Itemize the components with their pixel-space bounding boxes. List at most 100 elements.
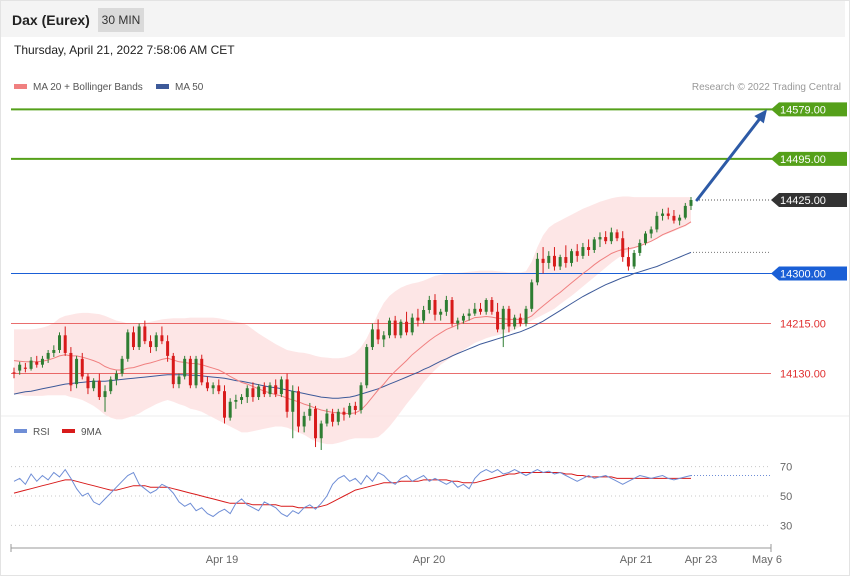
candle-body: [211, 385, 215, 389]
candle-body: [461, 315, 465, 321]
candle: [274, 379, 278, 398]
candle: [558, 254, 562, 270]
candle-body: [541, 258, 545, 263]
candle-body: [422, 310, 426, 321]
rsi-panel: RSI 9MA 70 50 30: [11, 427, 792, 532]
candle-body: [444, 300, 448, 312]
candle-body: [274, 385, 278, 395]
candle: [86, 373, 90, 395]
candle: [171, 352, 175, 389]
candle: [314, 405, 318, 448]
candle-body: [126, 332, 130, 359]
candle-body: [314, 408, 318, 439]
candle-body: [581, 247, 585, 256]
level-current-2-tag: [771, 193, 847, 207]
candlesticks: [12, 197, 693, 450]
candle-body: [490, 300, 494, 312]
x-tick-label: Apr 23: [685, 554, 717, 566]
candle-body: [370, 329, 374, 348]
candle-body: [40, 358, 44, 365]
candle: [410, 313, 414, 336]
ma50-legend-swatch: [156, 84, 169, 89]
candle-body: [604, 237, 608, 242]
candle-body: [575, 251, 579, 256]
candle: [501, 305, 505, 348]
candle: [131, 326, 135, 350]
candle: [672, 210, 676, 224]
level-current-2-label: 14425.00: [780, 195, 826, 207]
candle: [120, 355, 124, 377]
candle: [126, 329, 130, 362]
rsi-ma-line: [13, 472, 691, 509]
candle: [348, 402, 352, 418]
candle: [353, 401, 357, 415]
candle-body: [501, 308, 505, 330]
candle: [422, 305, 426, 324]
x-tick-label: Apr 19: [206, 554, 238, 566]
candle: [97, 373, 101, 400]
candle: [621, 231, 625, 262]
timeframe-button[interactable]: 30 MIN: [98, 8, 144, 32]
credit-label: Research © 2022 Trading Central: [692, 82, 841, 93]
candle-body: [666, 213, 670, 216]
candle: [188, 355, 192, 389]
candle: [35, 355, 39, 368]
rsi-legend-label: RSI: [33, 427, 50, 438]
candle-body: [643, 233, 647, 243]
candle-body: [222, 391, 226, 418]
candle: [507, 305, 511, 333]
candle: [626, 247, 630, 271]
candle-body: [558, 257, 562, 267]
candle-body: [336, 411, 340, 422]
candle-body: [46, 352, 50, 359]
candle: [575, 244, 579, 262]
candle-body: [439, 311, 443, 315]
instrument-title: Dax (Eurex): [12, 12, 90, 28]
candle: [92, 378, 96, 392]
candle-body: [171, 355, 175, 385]
candle: [513, 314, 517, 330]
candle-body: [194, 358, 198, 386]
candle-body: [496, 311, 500, 330]
candle-body: [661, 213, 665, 216]
candle: [479, 302, 483, 315]
candle: [581, 242, 585, 259]
candle: [467, 308, 471, 321]
candle-body: [683, 205, 687, 218]
candle: [450, 297, 454, 327]
candle: [393, 315, 397, 339]
candle-body: [530, 282, 534, 309]
candle: [12, 367, 16, 379]
candle: [342, 407, 346, 421]
x-tick-label: May 6: [752, 554, 782, 566]
candle: [194, 355, 198, 389]
forecast-arrow-head: [754, 109, 767, 124]
rsi-line: [13, 468, 692, 518]
candle: [535, 252, 539, 286]
candle-body: [376, 329, 380, 340]
candle-body: [279, 379, 283, 395]
candle: [234, 394, 238, 409]
candle: [592, 237, 596, 253]
candle: [205, 376, 209, 392]
candle-body: [547, 255, 551, 263]
ma50-legend-label: MA 50: [175, 82, 204, 93]
candle-body: [524, 308, 528, 324]
candle: [257, 384, 261, 400]
candle-body: [552, 255, 556, 267]
candle-body: [154, 335, 158, 348]
candle: [80, 352, 84, 380]
level-support-5-label: 14130.00: [780, 369, 826, 381]
candle: [416, 308, 420, 327]
candle: [564, 245, 568, 268]
candle-body: [564, 257, 568, 263]
candle-body: [535, 258, 539, 283]
candle: [541, 247, 545, 274]
candle: [336, 408, 340, 426]
candle: [433, 294, 437, 321]
candle-body: [450, 300, 454, 324]
level-target-1-tag: [771, 151, 847, 166]
candle-body: [160, 335, 164, 342]
price-level-labels: 14579.00 14495.00 14425.00 14300.00 14215.00…: [771, 102, 847, 381]
ma20-legend-swatch: [14, 84, 27, 89]
